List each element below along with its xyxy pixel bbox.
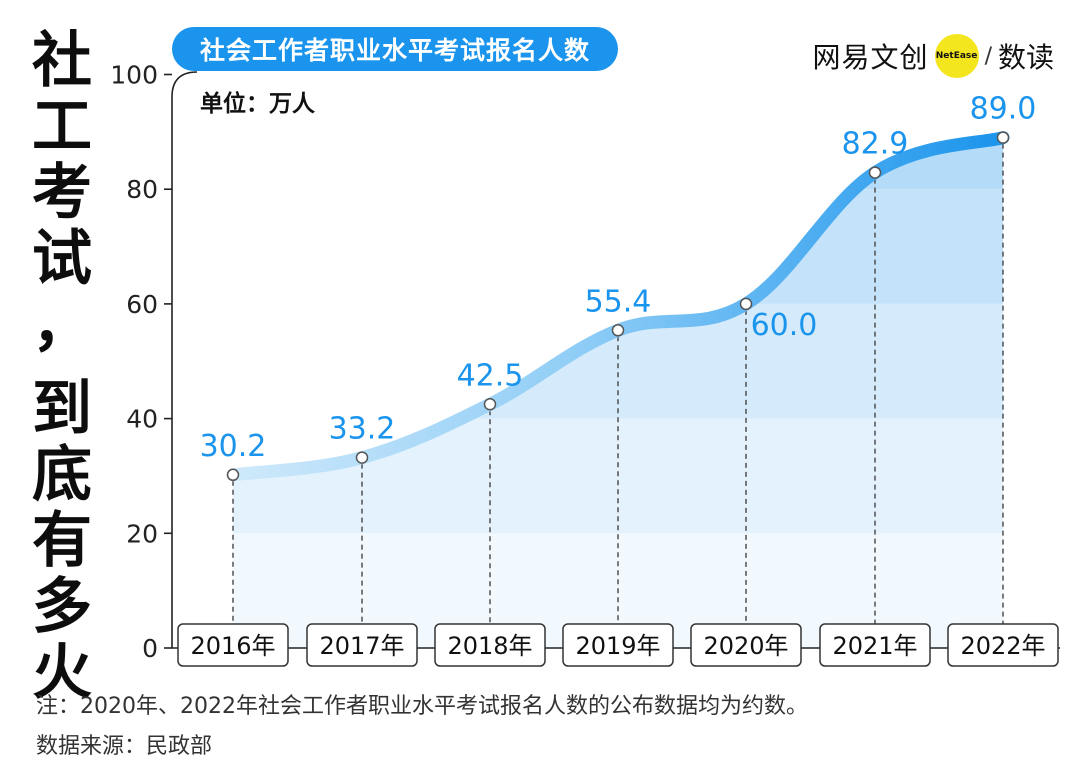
y-tick-label: 100: [110, 61, 158, 90]
unit-label: 单位：万人: [200, 91, 315, 117]
data-point: [868, 166, 882, 179]
side-title-char: 多: [32, 572, 92, 642]
x-category: 2021年: [819, 623, 931, 667]
footnote: 注：2020年、2022年社会工作者职业水平考试报名人数的公布数据均为约数。: [36, 694, 808, 719]
x-category: 2019年: [562, 623, 674, 667]
x-tick-label: 2019年: [575, 632, 660, 660]
side-title-char: 社: [32, 26, 92, 96]
data-point: [483, 398, 497, 411]
side-title-char: 试: [32, 224, 92, 294]
y-tick-label: 0: [142, 634, 158, 663]
data-point: [611, 324, 625, 337]
logo-slash: /: [984, 43, 992, 69]
value-label: 60.0: [751, 308, 818, 343]
value-label: 89.0: [970, 92, 1037, 127]
x-tick-label: 2021年: [832, 632, 917, 660]
x-tick-label: 2017年: [319, 632, 404, 660]
data-point: [226, 468, 240, 482]
value-label: 33.2: [329, 412, 396, 447]
side-title: 社 工 考 试 ， 到 底 有 多 火: [26, 28, 98, 706]
side-title-char: 到: [32, 374, 92, 444]
x-category-box: [819, 623, 931, 667]
data-point: [355, 451, 369, 464]
x-category-box: [562, 623, 674, 667]
side-title-char: 底: [32, 440, 92, 510]
x-tick-label: 2022年: [960, 632, 1045, 660]
data-point: [996, 131, 1010, 144]
side-title-char: 火: [32, 638, 92, 708]
value-label: 55.4: [585, 284, 652, 319]
x-tick-label: 2020年: [703, 632, 788, 660]
side-title-char: ，: [32, 290, 92, 360]
x-tick-label: 2016年: [190, 632, 275, 660]
x-category: 2016年: [177, 623, 289, 667]
value-label: 42.5: [457, 358, 524, 393]
x-category-box: [177, 623, 289, 667]
x-category: 2017年: [306, 623, 418, 667]
y-tick-label: 20: [126, 519, 158, 548]
y-tick-label: 40: [126, 405, 158, 434]
x-category-box: [434, 623, 546, 667]
badge-text: NetEase: [935, 51, 978, 61]
side-title-char: 工: [32, 92, 92, 162]
x-category-box: [306, 623, 418, 667]
data-point: [739, 297, 753, 311]
side-title-char: 考: [32, 158, 92, 228]
x-category: 2018年: [434, 623, 546, 667]
side-title-char: 有: [32, 506, 92, 576]
value-label: 30.2: [200, 429, 267, 464]
y-tick-label: 60: [126, 290, 158, 319]
value-label: 82.9: [842, 127, 909, 162]
brand-name: 网易文创: [812, 41, 929, 74]
x-category-box: [947, 623, 1059, 667]
axis-line: [171, 71, 1060, 649]
data-source: 数据来源：民政部: [36, 734, 213, 759]
chart-title: 社会工作者职业水平考试报名人数: [200, 36, 591, 65]
brand-logo: 网易文创 NetEase / 数读: [813, 30, 1054, 82]
x-category-box: [690, 623, 802, 667]
x-category: 2022年: [947, 623, 1059, 667]
y-tick-label: 80: [126, 175, 158, 204]
netease-badge-icon: NetEase: [934, 34, 979, 78]
x-tick-label: 2018年: [447, 632, 532, 660]
chart-title-pill: 社会工作者职业水平考试报名人数: [172, 27, 619, 71]
x-category: 2020年: [690, 623, 802, 667]
brand-sub: 数读: [997, 41, 1054, 74]
